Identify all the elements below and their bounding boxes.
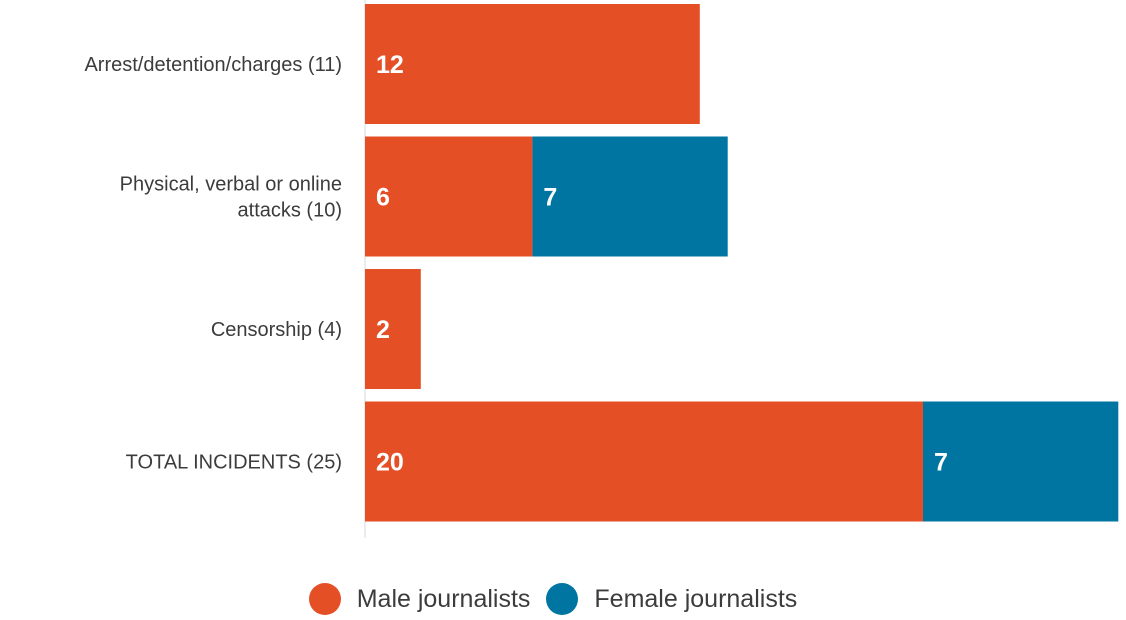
bar-male <box>365 401 923 522</box>
legend-item-male: Male journalists <box>308 583 531 615</box>
bar-female <box>923 401 1119 522</box>
category-label-line: Arrest/detention/charges (11) <box>84 54 342 76</box>
category-labels: Arrest/detention/charges (11) Physical, v… <box>84 54 342 474</box>
bar-value-label: 12 <box>376 51 404 79</box>
category-label-line: TOTAL INCIDENTS (25) <box>126 452 342 474</box>
bar-female <box>532 136 728 257</box>
legend-item-female: Female journalists <box>546 583 797 615</box>
bar-value-label: 20 <box>376 449 404 477</box>
category-label: Physical, verbal or online attacks (10) <box>120 174 342 222</box>
bars-group: 12 6 7 2 20 7 <box>365 4 1119 522</box>
legend-label-female: Female journalists <box>594 584 798 613</box>
bar-male <box>365 136 533 257</box>
bar-male <box>365 4 700 124</box>
legend-swatch-female <box>546 583 579 615</box>
bar-value-label: 7 <box>934 449 948 477</box>
bar-value-label: 2 <box>376 316 390 344</box>
category-label: Arrest/detention/charges (11) <box>84 54 342 76</box>
legend: Male journalists Female journalists <box>0 583 1106 615</box>
bar-value-label: 6 <box>376 184 390 212</box>
legend-label-male: Male journalists <box>356 584 531 613</box>
category-label: Censorship (4) <box>211 319 342 341</box>
category-label-line: attacks (10) <box>238 200 342 222</box>
category-label: TOTAL INCIDENTS (25) <box>126 452 342 474</box>
legend-swatch-male <box>308 583 341 615</box>
category-label-line: Physical, verbal or online <box>120 174 342 196</box>
stacked-bar-chart: 12 6 7 2 20 7 Arrest/detention/charges (11) Ph… <box>84 0 1119 538</box>
bar-male <box>365 269 421 389</box>
bar-value-label: 7 <box>543 184 557 212</box>
category-label-line: Censorship (4) <box>211 319 342 341</box>
